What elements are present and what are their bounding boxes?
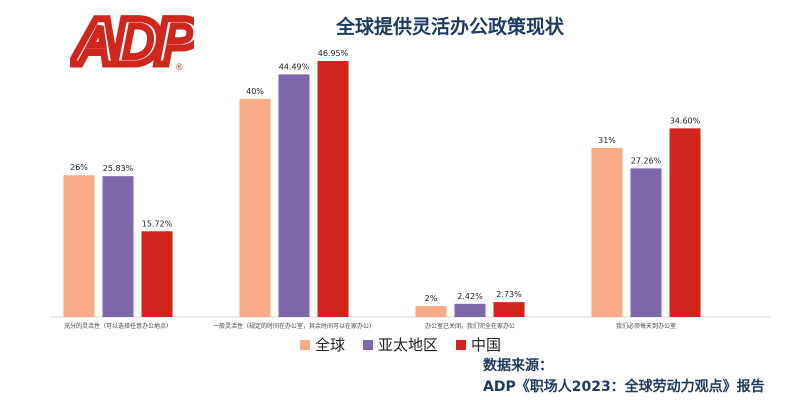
category-labels-group: 充分的灵活性（可以选择任意办公地点） 一般灵活性（规定的时间在办公室，其余时间可以… (64, 322, 676, 330)
legend-item-global: 全球 (300, 334, 345, 355)
bar-label-apac-1: 25.83% (103, 164, 134, 173)
legend-label-china: 中国 (471, 336, 502, 354)
bar-global-3 (415, 306, 447, 317)
legend-swatch-global (300, 339, 310, 350)
bar-label-china-4: 34.60% (670, 116, 701, 125)
adp-logo-text: ADP (70, 8, 194, 72)
bar-apac-3 (454, 303, 486, 317)
category-label-1: 充分的灵活性（可以选择任意办公地点） (64, 322, 172, 330)
adp-logo: ADP ® (70, 8, 194, 72)
bar-label-global-2: 40% (246, 87, 264, 96)
bar-china-2 (317, 60, 349, 317)
bar-china-1 (141, 231, 173, 317)
bar-global-2 (239, 98, 271, 317)
source-note: 数据来源： ADP《职场人2023：全球劳动力观点》报告 (483, 356, 765, 398)
bar-apac-2 (278, 74, 310, 317)
chart-title: 全球提供灵活办公政策现状 (335, 16, 564, 38)
bar-apac-4 (630, 168, 662, 317)
bar-global-4 (591, 147, 623, 317)
legend-swatch-apac (363, 339, 374, 350)
bar-label-china-2: 46.95% (318, 49, 349, 58)
bar-label-apac-2: 44.49% (279, 62, 310, 71)
legend-item-china: 中国 (456, 334, 501, 355)
legend: 全球 亚太地区 中国 (300, 334, 501, 355)
legend-item-apac: 亚太地区 (363, 334, 438, 355)
bar-label-global-1: 26% (70, 163, 88, 172)
adp-logo-registered: ® (176, 62, 183, 72)
bars-group (63, 60, 701, 317)
bar-label-global-4: 31% (598, 136, 616, 145)
bar-label-apac-3: 2.42% (457, 292, 483, 301)
bar-label-apac-4: 27.26% (631, 156, 662, 165)
legend-label-apac: 亚太地区 (378, 336, 439, 354)
legend-swatch-china (456, 339, 467, 350)
category-label-4: 我们必须每天到办公室 (616, 322, 676, 330)
bar-global-1 (63, 175, 95, 317)
legend-label-global: 全球 (315, 336, 346, 354)
bar-label-china-3: 2.73% (496, 290, 522, 299)
bar-labels-group: 26% 25.83% 15.72% 40% 44.49% 46.95% 2% 2.42% 2.7… (70, 49, 701, 303)
bar-china-4 (669, 128, 701, 317)
bar-label-china-1: 15.72% (142, 219, 173, 228)
source-report: ADP《职场人2023：全球劳动力观点》报告 (483, 379, 765, 395)
category-label-3: 办公室已关闭，我们完全在家办公 (425, 322, 515, 330)
bar-label-global-3: 2% (425, 294, 438, 303)
bar-apac-1 (102, 176, 134, 317)
bar-china-3 (493, 302, 525, 317)
source-heading: 数据来源： (483, 358, 553, 374)
category-label-2: 一般灵活性（规定的时间在办公室，其余时间可以在家办公） (213, 322, 375, 330)
